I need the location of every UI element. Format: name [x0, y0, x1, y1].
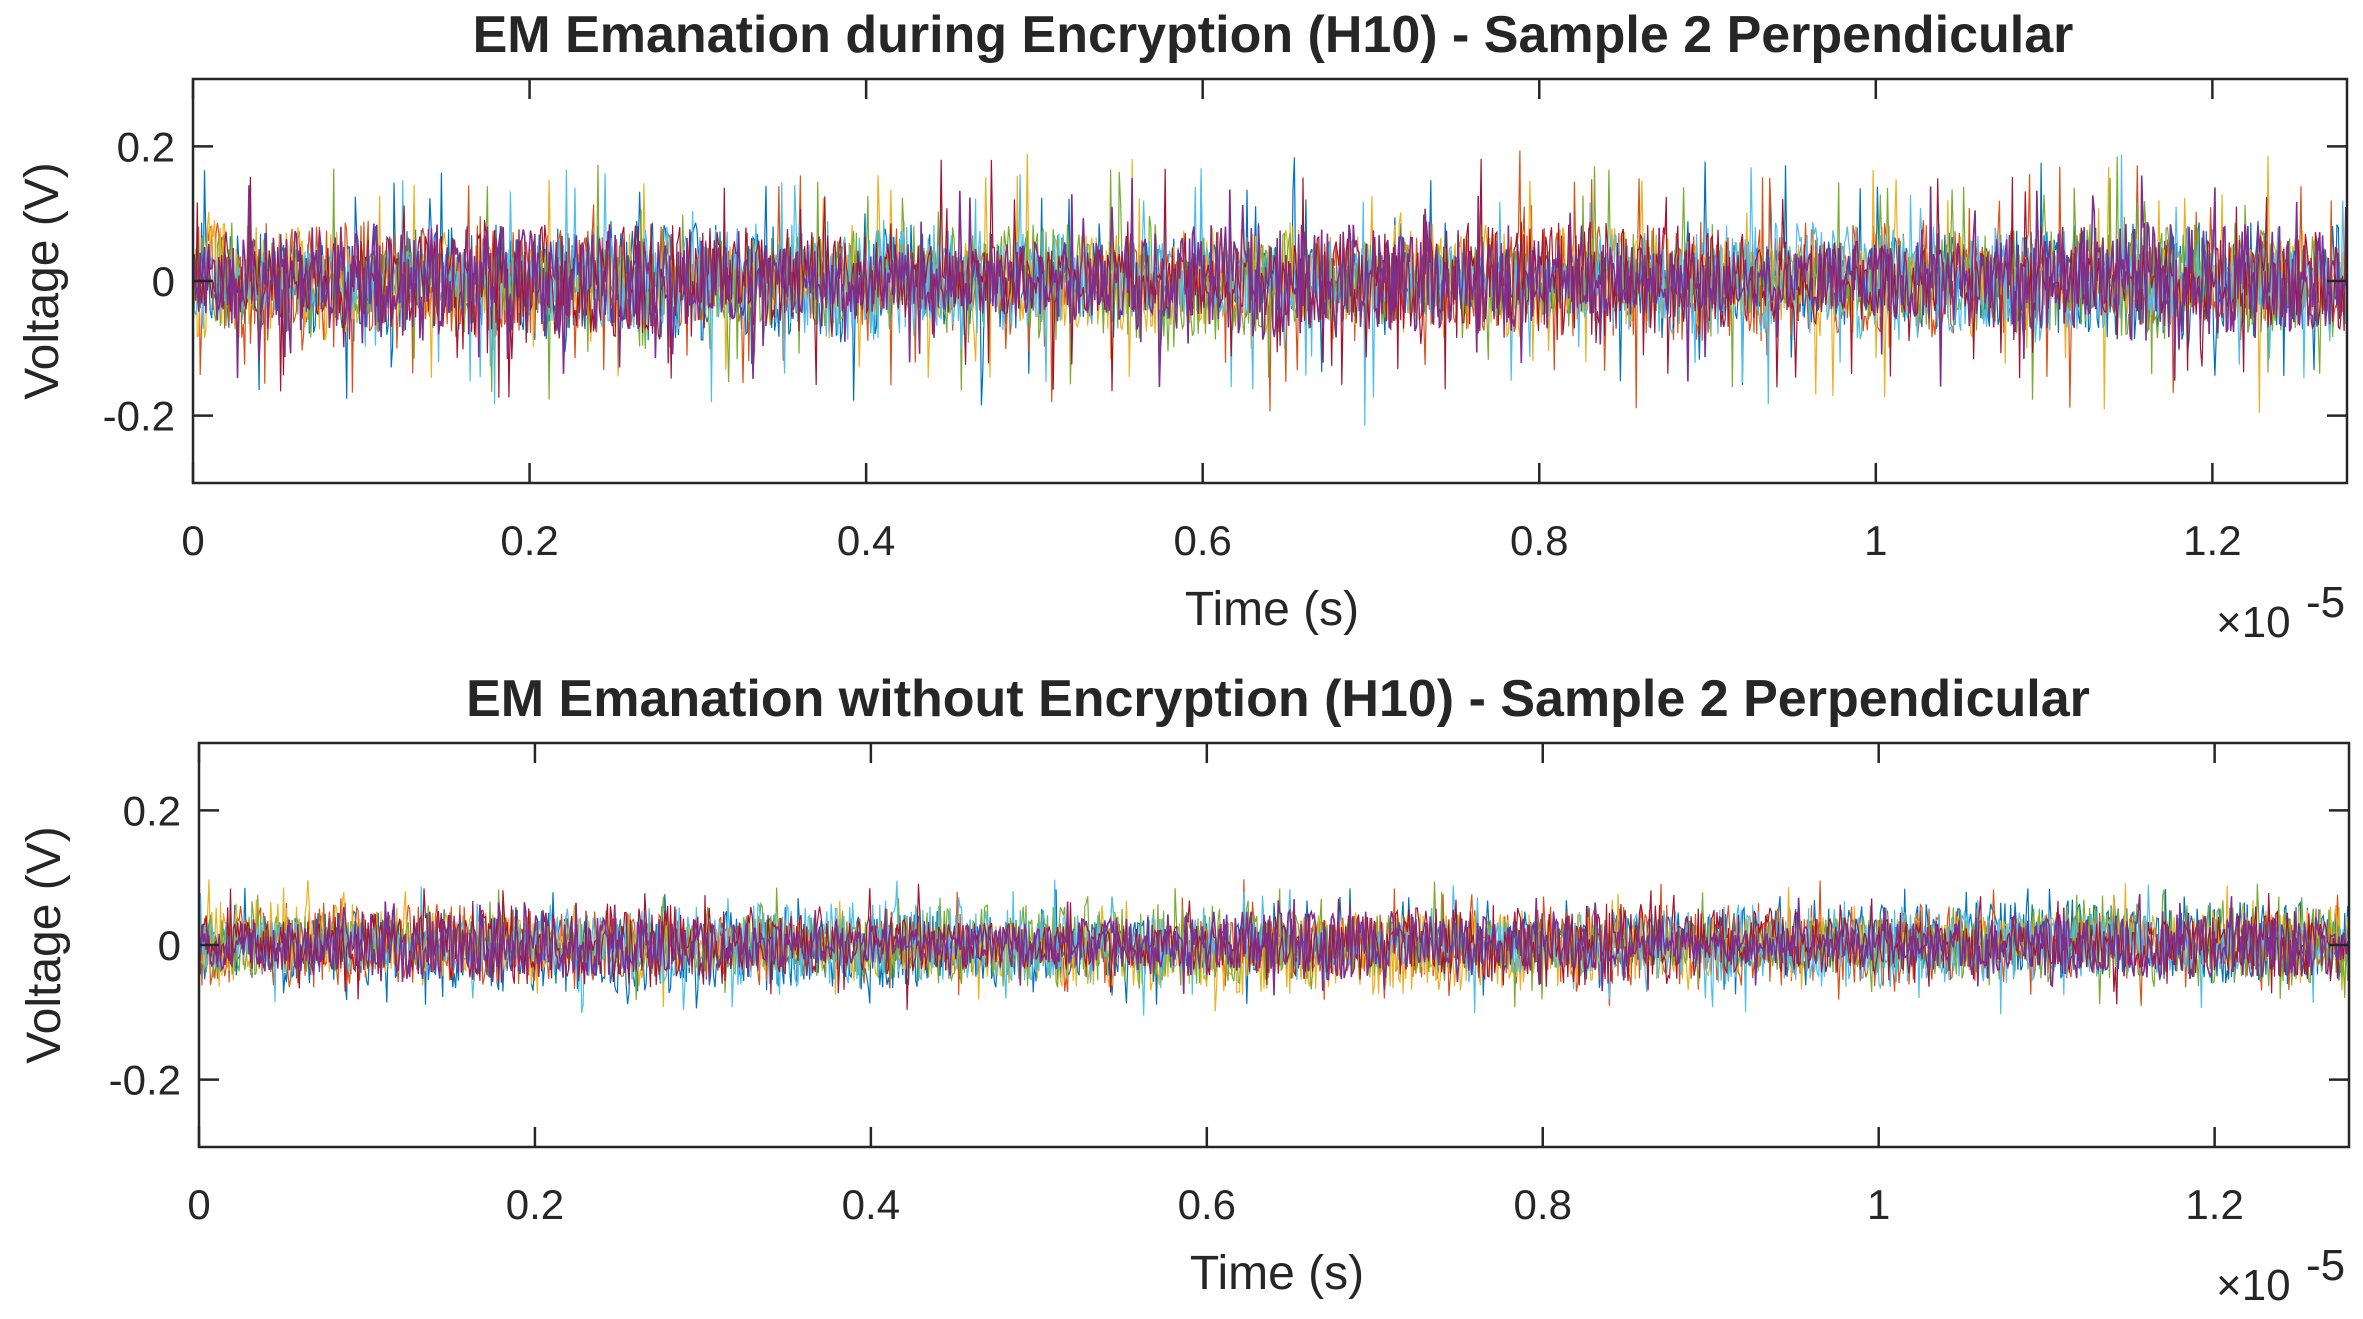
x-ticks: 0 0.2 0.4 0.6 0.8 1 1.2	[181, 79, 2242, 564]
chart-panel-encryption: EM Emanation during Encryption (H10) - S…	[16, 6, 2349, 647]
x-tick-label: 0.8	[1510, 517, 1568, 564]
x-tick-label: 0.4	[842, 1181, 900, 1228]
x-exponent-base: ×10	[2216, 1261, 2291, 1310]
x-tick-label: 1	[1867, 1181, 1890, 1228]
y-axis-label: Voltage (V)	[16, 162, 69, 399]
x-tick-label: 1.2	[2183, 517, 2241, 564]
y-tick-label: 0	[152, 258, 175, 305]
trace-group	[198, 879, 2350, 1016]
x-tick-label: 0.2	[506, 1181, 564, 1228]
y-tick-label: 0	[158, 922, 181, 969]
x-tick-label: 0	[187, 1181, 210, 1228]
y-axis-label: Voltage (V)	[18, 826, 71, 1063]
x-axis-label: Time (s)	[1185, 583, 1359, 636]
y-tick-label: 0.2	[123, 787, 181, 834]
x-tick-label: 0.8	[1514, 1181, 1572, 1228]
x-tick-label: 0.6	[1178, 1181, 1236, 1228]
x-tick-label: 0.6	[1173, 517, 1231, 564]
x-axis-label: Time (s)	[1190, 1247, 1364, 1300]
y-tick-label: -0.2	[109, 1057, 181, 1104]
x-exponent-base: ×10	[2216, 598, 2291, 647]
x-exponent: ×10 -5	[2216, 1241, 2345, 1310]
x-exponent-power: -5	[2306, 578, 2345, 627]
y-tick-label: -0.2	[103, 393, 175, 440]
x-ticks: 0 0.2 0.4 0.6 0.8 1 1.2	[187, 743, 2244, 1228]
x-tick-label: 0.2	[500, 517, 558, 564]
series-line-7	[198, 894, 2350, 996]
series-line-7	[192, 175, 2348, 388]
trace-group	[192, 150, 2348, 426]
x-exponent-power: -5	[2306, 1241, 2345, 1290]
chart-panel-no-encryption: EM Emanation without Encryption (H10) - …	[18, 670, 2351, 1310]
series-line-5	[198, 879, 2350, 1016]
x-tick-label: 0.4	[837, 517, 895, 564]
x-exponent: ×10 -5	[2216, 578, 2345, 647]
y-ticks: -0.2 0 0.2	[109, 787, 2349, 1104]
chart-title: EM Emanation without Encryption (H10) - …	[466, 670, 2090, 728]
y-tick-label: 0.2	[117, 123, 175, 170]
chart-title: EM Emanation during Encryption (H10) - S…	[473, 6, 2074, 64]
x-tick-label: 0	[181, 517, 204, 564]
x-tick-label: 1.2	[2185, 1181, 2243, 1228]
y-ticks: -0.2 0 0.2	[103, 123, 2347, 440]
x-tick-label: 1	[1864, 517, 1887, 564]
